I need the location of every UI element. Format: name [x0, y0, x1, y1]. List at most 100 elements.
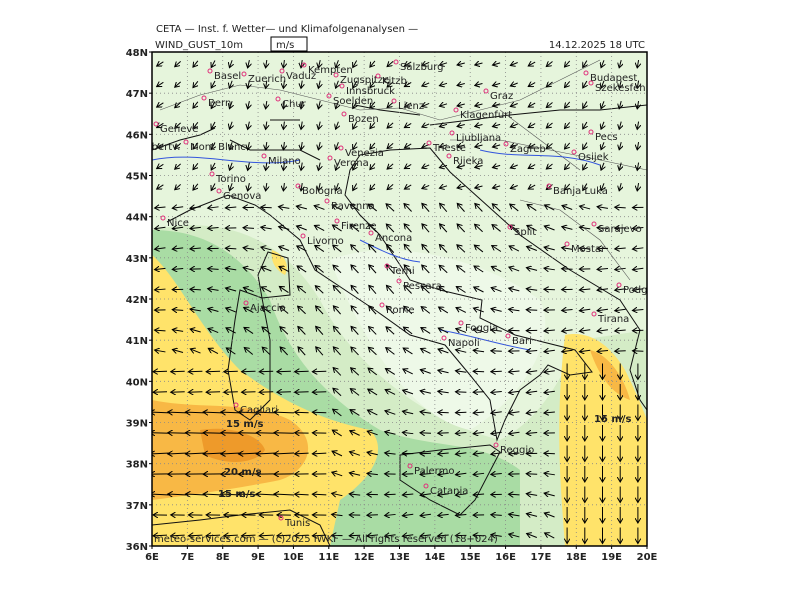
city-label: Tirana — [597, 314, 629, 325]
lat-label: 44N — [126, 213, 148, 224]
lat-label: 48N — [126, 48, 148, 59]
wind-arrow — [562, 269, 573, 270]
lat-label: 39N — [126, 419, 148, 430]
city-label: Salzburg — [400, 62, 443, 73]
city-label: Basel — [214, 71, 241, 82]
lon-label: 19E — [601, 552, 622, 563]
lon-label: 13E — [389, 552, 410, 563]
wind-arrow — [312, 494, 326, 495]
lon-label: 17E — [531, 552, 552, 563]
city-label: Terni — [390, 266, 415, 277]
city-label: Kitzb. — [382, 76, 410, 87]
city-label: Bologna — [302, 186, 343, 197]
wind-arrow — [295, 494, 309, 495]
city-label: Szekesfeh — [595, 83, 646, 94]
wind-arrow — [526, 474, 537, 475]
wind-arrow — [274, 433, 294, 434]
city-label: Livorno — [307, 236, 344, 247]
lat-label: 40N — [126, 377, 148, 388]
city-label: Catania — [430, 486, 468, 497]
city-label: Zuerich — [248, 74, 286, 85]
city-label: Graz — [490, 91, 513, 102]
lat-label: 43N — [126, 254, 148, 265]
wind-arrow — [256, 433, 276, 434]
lon-label: 6E — [145, 552, 159, 563]
lon-label: 14E — [424, 552, 445, 563]
city-label: Chur — [282, 99, 307, 110]
lat-label: 37N — [126, 501, 148, 512]
lat-label: 38N — [126, 460, 148, 471]
footer: meteo-services.com — (c)2025 IWKF — All … — [154, 534, 498, 545]
city-label: Milano — [268, 156, 301, 167]
lon-label: 8E — [216, 552, 230, 563]
wind-arrow — [312, 412, 326, 413]
city-label: Albertv. — [142, 142, 180, 153]
header-title: CETA — Inst. f. Wetter— und Klimafolgena… — [156, 24, 418, 35]
lon-label: 16E — [495, 552, 516, 563]
city-label: Mostar — [571, 244, 606, 255]
city-label: Firenze — [341, 221, 377, 232]
city-label: Pecs — [595, 132, 618, 143]
lon-label: 15E — [460, 552, 481, 563]
wind-arrow — [203, 433, 223, 434]
wind-arrow — [544, 289, 555, 290]
city-label: Foggia — [465, 323, 498, 334]
city-label: Napoli — [448, 338, 480, 349]
wind-arrow — [367, 515, 378, 516]
wind-arrow — [150, 433, 170, 434]
lat-label: 45N — [126, 172, 148, 183]
city-label: Rijeka — [453, 156, 483, 167]
wind-arrow — [168, 433, 188, 434]
field-name: WIND_GUST_10m — [155, 40, 243, 51]
city-label: Sarajevo — [598, 224, 642, 235]
wind-arrow — [385, 494, 396, 495]
wind-arrow — [544, 453, 555, 454]
city-label: Klagenfurt — [460, 110, 512, 121]
city-label: Zagreb — [510, 144, 546, 155]
lon-label: 12E — [354, 552, 375, 563]
lon-label: 7E — [180, 552, 194, 563]
lon-label: 10E — [283, 552, 304, 563]
city-label: Bari — [512, 336, 532, 347]
wind-arrow — [243, 228, 254, 229]
city-label: Lienz — [398, 101, 424, 112]
city-label: Torino — [215, 174, 246, 185]
city-label: Verona — [334, 158, 369, 169]
city-label: Geneve — [160, 124, 198, 135]
contour-label: 15 m/s — [218, 489, 255, 500]
city-label: Tunis — [284, 518, 310, 529]
wind-arrow — [221, 433, 241, 434]
city-label: Cagliari — [240, 405, 278, 416]
city-label: Ancona — [375, 233, 412, 244]
lat-label: 42N — [126, 295, 148, 306]
wind-arrow — [509, 330, 520, 331]
lat-label: 46N — [126, 130, 148, 141]
wind-arrow — [526, 310, 537, 311]
unit: m/s — [276, 40, 294, 51]
city-label: Reggio — [500, 445, 534, 456]
lon-label: 20E — [637, 552, 658, 563]
city-label: Trieste — [432, 143, 466, 154]
city-label: Bern — [208, 98, 231, 109]
wind-arrow — [295, 412, 309, 413]
city-label: Genova — [223, 191, 261, 202]
contour-label: 20 m/s — [224, 467, 261, 478]
city-label: Palermo — [414, 466, 454, 477]
city-label: Nice — [167, 218, 189, 229]
city-label: Ravenna — [331, 201, 375, 212]
city-label: Osijek — [578, 152, 609, 163]
wind-arrow — [185, 433, 205, 434]
lat-label: 41N — [126, 336, 148, 347]
city-label: Split — [514, 227, 536, 238]
city-label: Bozen — [348, 114, 379, 125]
city-label: Ajaccio — [250, 303, 286, 314]
wind-arrow — [261, 207, 272, 208]
wind-arrow — [208, 269, 219, 270]
wind-arrow — [225, 248, 236, 249]
city-label: Banja Luka — [553, 186, 608, 197]
wind-arrow — [312, 453, 326, 454]
city-label: Rome — [386, 305, 415, 316]
contour-label: 15 m/s — [226, 419, 263, 430]
